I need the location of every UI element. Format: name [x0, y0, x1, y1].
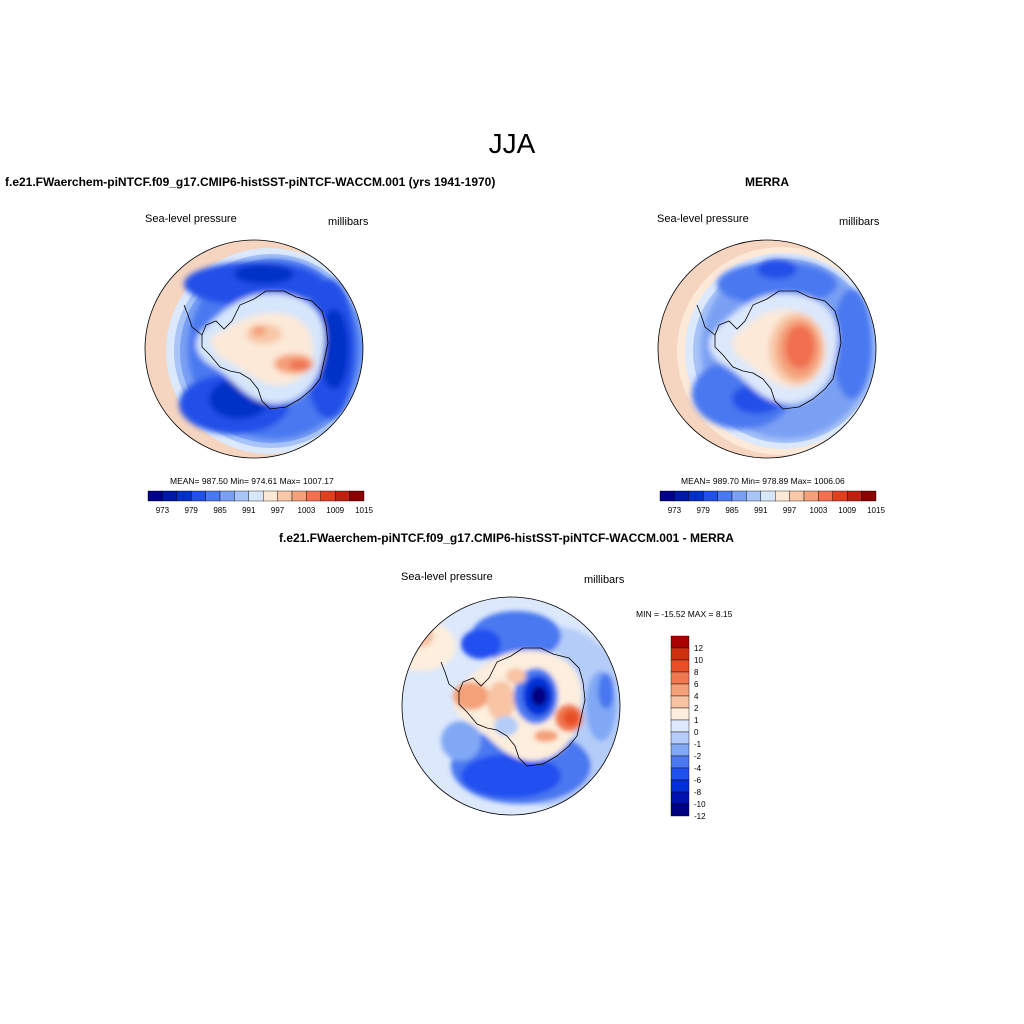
colorbar-merra-swatch	[861, 490, 877, 502]
colorbar-diff-tick-label: -2	[694, 752, 702, 761]
colorbar-diff-swatch	[670, 791, 690, 805]
colorbar-diff-tick-label: 12	[694, 644, 703, 653]
colorbar-diff-swatch	[670, 755, 690, 769]
colorbar-model-swatch	[306, 490, 321, 502]
colorbar-model-tick-label: 1009	[326, 506, 344, 515]
colorbar-merra-swatch	[659, 490, 675, 502]
panel-diff-title: f.e21.FWaerchem-piNTCF.f09_g17.CMIP6-his…	[279, 531, 734, 545]
colorbar-diff-tick-label: 6	[694, 680, 699, 689]
colorbar-diff-swatch	[670, 743, 690, 757]
panel-diff-units-label: millibars	[584, 574, 625, 586]
panel-diff-variable-label: Sea-level pressure	[401, 571, 493, 583]
colorbar-diff-swatch	[670, 659, 690, 673]
colorbar-diff-swatch	[670, 695, 690, 709]
colorbar-diff-swatch	[670, 647, 690, 661]
colorbar-merra-tick-label: 1003	[810, 506, 828, 515]
colorbar-diff-swatch	[670, 803, 690, 817]
colorbar-merra-swatch	[846, 490, 862, 502]
panel-diff-polar-map	[401, 596, 621, 816]
panel-merra-stats: MEAN= 989.70 Min= 978.89 Max= 1006.06	[681, 476, 845, 486]
colorbar-model-swatch	[248, 490, 264, 502]
colorbar-merra-swatch	[832, 490, 848, 502]
panel-merra-title: MERRA	[745, 175, 789, 189]
panel-model-variable-label: Sea-level pressure	[145, 213, 237, 225]
panel-model-polar-map	[144, 239, 364, 459]
colorbar-model-swatch	[162, 490, 177, 502]
colorbar-merra-tick-label: 979	[697, 506, 711, 515]
colorbar-merra-tick-label: 973	[668, 506, 682, 515]
colorbar-diff-swatch	[670, 731, 690, 745]
colorbar-merra-swatch	[774, 490, 790, 502]
colorbar-merra-swatch	[803, 490, 819, 502]
colorbar-merra-tick-label: 997	[783, 506, 797, 515]
colorbar-model-tick-label: 997	[271, 506, 285, 515]
colorbar-merra-tick-label: 1015	[867, 506, 885, 515]
colorbar-merra-swatch	[746, 490, 762, 502]
colorbar-diff-swatch	[670, 671, 690, 685]
panel-model-stats: MEAN= 987.50 Min= 974.61 Max= 1007.17	[170, 476, 334, 486]
colorbar-model-tick-label: 1015	[355, 506, 373, 515]
colorbar-diff-swatch	[670, 635, 690, 649]
colorbar-diff-swatch	[670, 767, 690, 781]
colorbar-diff-swatch	[670, 683, 690, 697]
colorbar-model-swatch	[320, 490, 336, 502]
panel-merra-polar-map	[657, 239, 877, 459]
colorbar-diff-tick-label: -6	[694, 776, 702, 785]
colorbar-merra-swatch	[717, 490, 733, 502]
colorbar-merra-swatch	[688, 490, 704, 502]
panel-merra-units-label: millibars	[839, 216, 880, 228]
colorbar-merra-tick-label: 1009	[838, 506, 856, 515]
colorbar-model-tick-label: 979	[185, 506, 199, 515]
colorbar-merra-swatch	[703, 490, 718, 502]
colorbar-merra-tick-label: 991	[754, 506, 768, 515]
panel-diff-stats: MIN = -15.52 MAX = 8.15	[636, 609, 733, 619]
colorbar-model-swatch	[291, 490, 307, 502]
colorbar-diff-tick-label: 10	[694, 656, 703, 665]
colorbar-model-swatch	[277, 490, 293, 502]
colorbar-model-swatch	[349, 490, 365, 502]
colorbar-model-swatch	[262, 490, 278, 502]
colorbar-model-swatch	[176, 490, 192, 502]
colorbar-diff-tick-label: 1	[694, 716, 699, 725]
colorbar-merra-swatch	[674, 490, 689, 502]
colorbar-merra-swatch	[731, 490, 747, 502]
colorbar-merra-swatch	[818, 490, 833, 502]
colorbar-model-swatch	[334, 490, 350, 502]
colorbar-diff-swatch	[670, 707, 690, 721]
colorbar-diff-tick-label: -12	[694, 812, 706, 821]
panel-model-units-label: millibars	[328, 216, 369, 228]
panel-model-title: f.e21.FWaerchem-piNTCF.f09_g17.CMIP6-his…	[5, 175, 496, 189]
colorbar-model-tick-label: 991	[242, 506, 256, 515]
colorbar-diff-tick-label: -1	[694, 740, 702, 749]
colorbar-diff-tick-label: 8	[694, 668, 699, 677]
colorbar-merra-swatch	[760, 490, 776, 502]
colorbar-diff-tick-label: 0	[694, 728, 699, 737]
colorbar-diff-swatch	[670, 719, 690, 733]
panel-merra-variable-label: Sea-level pressure	[657, 213, 749, 225]
colorbar-model-swatch	[205, 490, 221, 502]
panel-merra-colorbar: 973 979 985 991 997 1003 1009 1015	[659, 490, 885, 515]
colorbar-model-swatch	[191, 490, 206, 502]
colorbar-model-tick-label: 973	[156, 506, 170, 515]
colorbar-model-tick-label: 985	[213, 506, 227, 515]
colorbar-diff-tick-label: -10	[694, 800, 706, 809]
colorbar-model-swatch	[147, 490, 163, 502]
colorbar-model-tick-label: 1003	[298, 506, 316, 515]
colorbar-merra-tick-label: 985	[725, 506, 739, 515]
page-title: JJA	[488, 128, 536, 159]
panel-model-colorbar: 973 979 985 991 997 1003 1009 1015	[147, 490, 373, 515]
colorbar-diff-swatch	[670, 779, 690, 793]
colorbar-merra-swatch	[789, 490, 805, 502]
colorbar-model-swatch	[234, 490, 250, 502]
colorbar-diff-tick-label: -4	[694, 764, 702, 773]
colorbar-diff-tick-label: -8	[694, 788, 702, 797]
colorbar-model-swatch	[219, 490, 235, 502]
colorbar-diff-tick-label: 4	[694, 692, 699, 701]
colorbar-diff-tick-label: 2	[694, 704, 699, 713]
